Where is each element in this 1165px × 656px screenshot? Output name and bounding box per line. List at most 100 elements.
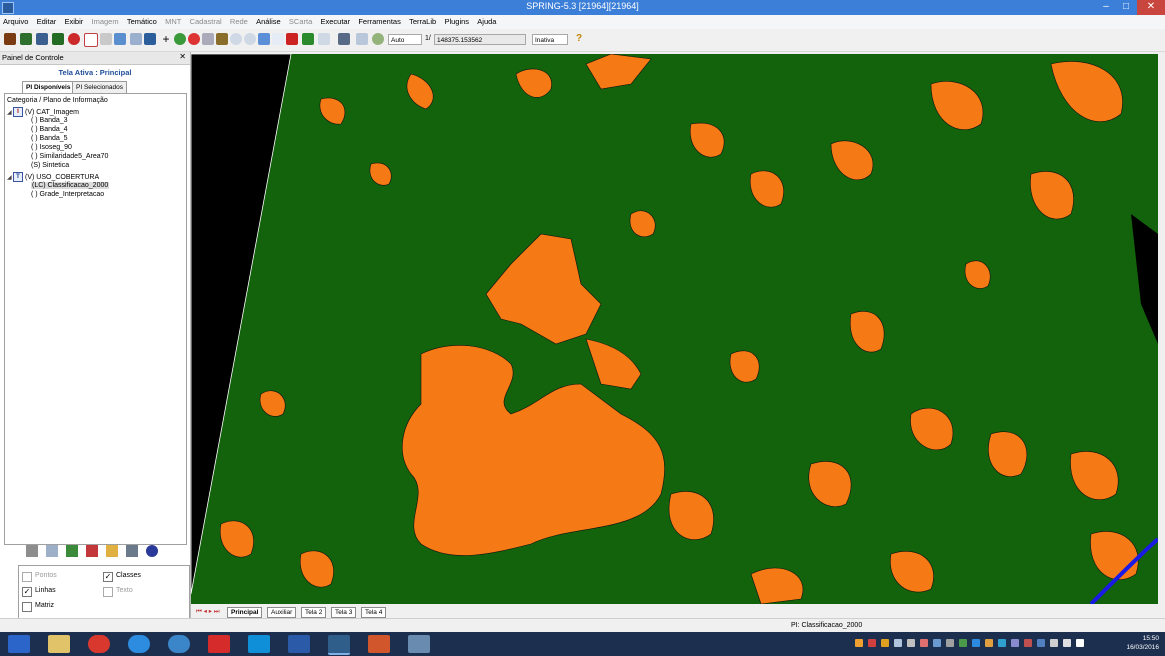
tab-tela-2[interactable]: Tela 2 bbox=[301, 607, 327, 618]
tab-tela-3[interactable]: Tela 3 bbox=[331, 607, 357, 618]
tray-icon-9[interactable] bbox=[959, 639, 967, 647]
project-icon[interactable] bbox=[20, 33, 32, 45]
draw-icon[interactable] bbox=[68, 33, 80, 45]
tree-item-cat-imagem[interactable]: ◢ I (V) CAT_Imagem bbox=[7, 107, 79, 117]
linhas-checkbox[interactable]: ✓ bbox=[22, 587, 32, 597]
cursor-link-icon[interactable] bbox=[356, 33, 368, 45]
zoom-in-icon[interactable] bbox=[230, 33, 242, 45]
spring-app-icon[interactable] bbox=[328, 635, 350, 655]
cursor-icon[interactable] bbox=[144, 33, 156, 45]
info-icon[interactable] bbox=[188, 33, 200, 45]
tray-icon-11[interactable] bbox=[985, 639, 993, 647]
search-icon[interactable] bbox=[168, 635, 190, 653]
texto-checkbox[interactable] bbox=[103, 587, 113, 597]
menu-scarta[interactable]: SCarta bbox=[288, 17, 313, 26]
table-icon[interactable] bbox=[126, 545, 138, 557]
zoom-area-icon[interactable] bbox=[130, 33, 142, 45]
panel-icon[interactable] bbox=[114, 33, 126, 45]
flag-icon[interactable] bbox=[1063, 639, 1071, 647]
tray-icon-13[interactable] bbox=[1011, 639, 1019, 647]
windows-start-icon[interactable] bbox=[8, 635, 30, 653]
refresh-icon[interactable] bbox=[372, 33, 384, 45]
tray-icon-14[interactable] bbox=[1024, 639, 1032, 647]
tray-icon-7[interactable] bbox=[933, 639, 941, 647]
pencil-icon[interactable] bbox=[216, 33, 228, 45]
zoom-menu-icon[interactable] bbox=[318, 33, 330, 45]
menu-executar[interactable]: Executar bbox=[320, 17, 351, 26]
tree-item-isoseg[interactable]: ( ) Isoseg_90 bbox=[31, 144, 72, 151]
pen-icon[interactable] bbox=[106, 545, 118, 557]
menu-mnt[interactable]: MNT bbox=[165, 17, 182, 26]
expand-arrow-icon[interactable]: ◢ bbox=[7, 109, 12, 116]
help-circle-icon[interactable] bbox=[146, 545, 158, 557]
tray-icon-15[interactable] bbox=[1037, 639, 1045, 647]
view-icon[interactable] bbox=[302, 33, 314, 45]
expand-arrow-icon[interactable]: ◢ bbox=[7, 174, 12, 181]
cut-icon[interactable] bbox=[286, 33, 298, 45]
window-app-icon[interactable] bbox=[408, 635, 430, 653]
plus-icon[interactable]: + bbox=[162, 32, 170, 46]
tree-item-classificacao[interactable]: (LC) Classificacao_2000 bbox=[31, 182, 110, 189]
tree-item-banda-4[interactable]: ( ) Banda_4 bbox=[31, 126, 68, 133]
tab-nav-arrows[interactable]: ⏮ ◂ ▸ ⏭ bbox=[196, 608, 220, 615]
powerpoint-icon[interactable] bbox=[368, 635, 390, 653]
scale-input[interactable]: 148375.153562 bbox=[434, 34, 526, 45]
menu-ferramentas[interactable]: Ferramentas bbox=[358, 17, 401, 26]
chrome-icon[interactable] bbox=[88, 635, 110, 653]
pdf-reader-icon[interactable] bbox=[208, 635, 230, 653]
map-canvas[interactable] bbox=[191, 54, 1158, 604]
tray-icon-1[interactable] bbox=[855, 639, 863, 647]
maximize-button[interactable]: □ bbox=[1122, 1, 1130, 12]
tree-item-banda-5[interactable]: ( ) Banda_5 bbox=[31, 135, 68, 142]
file-explorer-icon[interactable] bbox=[48, 635, 70, 653]
tray-icon-4[interactable] bbox=[894, 639, 902, 647]
category-icon[interactable] bbox=[36, 33, 48, 45]
menu-rede[interactable]: Rede bbox=[229, 17, 248, 26]
tray-icon-10[interactable] bbox=[972, 639, 980, 647]
list-icon[interactable] bbox=[26, 545, 38, 557]
menu-ajuda[interactable]: Ajuda bbox=[477, 17, 497, 26]
tray-icon-5[interactable] bbox=[907, 639, 915, 647]
tab-pi-selecionados[interactable]: PI Selecionados bbox=[72, 81, 127, 93]
layers-icon[interactable] bbox=[66, 545, 78, 557]
tree-item-similaridade[interactable]: ( ) Similaridade5_Area70 bbox=[31, 153, 109, 160]
tray-icon-12[interactable] bbox=[998, 639, 1006, 647]
close-button[interactable]: ✕ bbox=[1137, 0, 1165, 15]
network-icon[interactable] bbox=[1050, 639, 1058, 647]
tree-item-sintetica[interactable]: (S) Sintetica bbox=[31, 162, 70, 169]
screen-icon[interactable] bbox=[84, 33, 98, 47]
menu-imagem[interactable]: Imagem bbox=[91, 17, 119, 26]
pan-icon[interactable] bbox=[174, 33, 186, 45]
database-icon[interactable] bbox=[4, 33, 16, 45]
tray-icon-6[interactable] bbox=[920, 639, 928, 647]
grid-icon[interactable] bbox=[338, 33, 350, 45]
menu-terralib[interactable]: TerraLib bbox=[409, 17, 437, 26]
clock[interactable]: 15:50 16/03/2016 bbox=[1126, 634, 1159, 652]
menu-plugins[interactable]: Plugins bbox=[444, 17, 470, 26]
tree-item-uso-cobertura[interactable]: ◢ T (V) USO_COBERTURA bbox=[7, 172, 100, 182]
panel-close-icon[interactable]: ✕ bbox=[179, 52, 186, 61]
zoom-mode-select[interactable]: Auto bbox=[388, 34, 422, 45]
skype-icon[interactable] bbox=[248, 635, 270, 653]
visual-icon[interactable] bbox=[46, 545, 58, 557]
legend-icon[interactable] bbox=[86, 545, 98, 557]
word-icon[interactable] bbox=[288, 635, 310, 653]
classes-checkbox[interactable]: ✓ bbox=[103, 572, 113, 582]
pan-arrows-icon[interactable] bbox=[272, 33, 284, 45]
pontos-checkbox[interactable] bbox=[22, 572, 32, 582]
menu-analise[interactable]: Análise bbox=[256, 17, 281, 26]
tray-icon-3[interactable] bbox=[881, 639, 889, 647]
menu-tematico[interactable]: Temático bbox=[126, 17, 157, 26]
tray-icon-8[interactable] bbox=[946, 639, 954, 647]
zoom-previous-icon[interactable] bbox=[258, 33, 270, 45]
menu-arquivo[interactable]: Arquivo bbox=[3, 17, 29, 26]
layer-icon[interactable] bbox=[52, 33, 64, 45]
tab-pi-disponiveis[interactable]: PI Disponíveis bbox=[22, 81, 75, 93]
tab-tela-4[interactable]: Tela 4 bbox=[361, 607, 387, 618]
minimize-button[interactable]: – bbox=[1103, 1, 1109, 12]
print-icon[interactable] bbox=[100, 33, 112, 45]
tab-auxiliar[interactable]: Auxiliar bbox=[267, 607, 297, 618]
internet-explorer-icon[interactable] bbox=[128, 635, 150, 653]
tree-item-banda-3[interactable]: ( ) Banda_3 bbox=[31, 117, 68, 124]
volume-icon[interactable] bbox=[1076, 639, 1084, 647]
